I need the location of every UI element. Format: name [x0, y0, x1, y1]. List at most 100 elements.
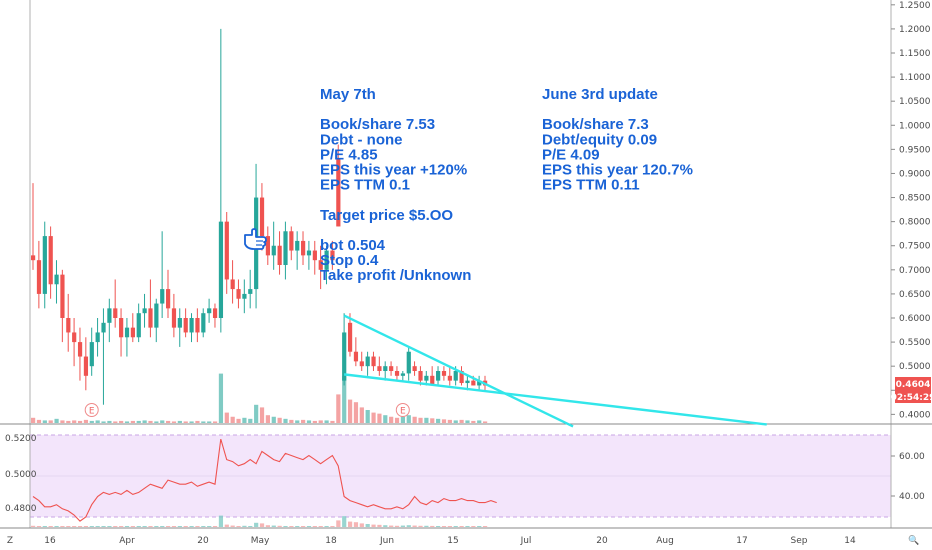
- rsi-volume-bar: [124, 526, 130, 527]
- rsi-volume-bar: [259, 523, 265, 527]
- rsi-volume-bar: [365, 524, 370, 527]
- candle: [283, 221, 288, 280]
- candle: [42, 221, 47, 309]
- rsi-right-tick-label: 60.00: [899, 452, 925, 462]
- rsi-volume-bar: [212, 526, 218, 527]
- price-tick-label: 0.4000: [899, 410, 931, 420]
- price-tick-label: 0.9000: [899, 169, 931, 179]
- price-tick-label: 0.7000: [899, 266, 931, 276]
- rsi-volume-bar: [224, 524, 229, 527]
- candle: [447, 366, 452, 386]
- volume-bar: [201, 421, 206, 423]
- volume-bar: [441, 419, 447, 423]
- candlesticks: [31, 28, 488, 405]
- volume-bar: [77, 420, 83, 423]
- rsi-volume-bar: [189, 526, 194, 527]
- price-tick-label: 0.5000: [899, 362, 931, 372]
- last-price-badge: 0.4604 02:54:29: [891, 377, 932, 403]
- volume-bar: [359, 407, 364, 423]
- volume-bar: [124, 421, 130, 423]
- time-tick-label: Jul: [520, 536, 532, 546]
- volume-bar: [265, 415, 270, 423]
- candle: [171, 293, 177, 338]
- rsi-volume-bar: [283, 526, 288, 527]
- rsi-volume-bar: [89, 526, 94, 527]
- rsi-series: [32, 438, 497, 522]
- volume-bar: [207, 421, 212, 423]
- rsi-volume-echo: [31, 515, 488, 527]
- price-tick-label: 0.6500: [899, 290, 931, 300]
- candle: [324, 245, 329, 285]
- rsi-volume-bar: [119, 526, 124, 527]
- time-tick-label: Aug: [656, 536, 674, 546]
- candle: [130, 313, 135, 343]
- price-tick-label: 1.0500: [899, 97, 931, 107]
- rsi-volume-bar: [42, 526, 47, 527]
- rsi-left-tick-label: 0.5000: [5, 470, 37, 480]
- rsi-volume-bar: [471, 526, 476, 527]
- rsi-volume-bar: [347, 521, 353, 527]
- rsi-volume-bar: [400, 525, 406, 527]
- candle: [119, 308, 124, 357]
- rsi-volume-bar: [412, 525, 417, 527]
- rsi-volume-bar: [201, 526, 206, 527]
- volume-bar: [389, 416, 394, 423]
- rsi-volume-bar: [271, 525, 276, 527]
- volume-bar: [271, 416, 276, 423]
- volume-bar: [324, 420, 329, 423]
- rsi-volume-bar: [318, 526, 323, 527]
- volume-bar: [42, 420, 47, 423]
- candle: [60, 269, 65, 343]
- volume-bar: [482, 421, 488, 423]
- volume-bar: [166, 420, 171, 423]
- candle: [95, 318, 100, 357]
- timezone-label[interactable]: Z: [7, 536, 13, 546]
- rsi-volume-bar: [236, 526, 241, 527]
- annotation-line: Target price $5.OO: [320, 207, 453, 224]
- candle: [383, 361, 388, 381]
- trendline[interactable]: [343, 373, 767, 426]
- annotation-line: EPS this year 120.7%: [542, 162, 693, 179]
- candle: [101, 308, 106, 405]
- trendline[interactable]: [343, 314, 574, 428]
- candle: [183, 308, 188, 338]
- candle: [365, 351, 370, 376]
- rsi-volume-bar: [218, 515, 224, 527]
- volume-bar: [189, 421, 194, 423]
- earnings-badge-label: E: [89, 407, 95, 417]
- rsi-volume-bar: [160, 526, 165, 527]
- volume-bar: [254, 404, 259, 423]
- candle: [107, 298, 112, 343]
- price-tick-label: 0.7500: [899, 242, 931, 252]
- volume-bar: [183, 421, 188, 423]
- candle: [394, 366, 400, 381]
- volume-bar: [107, 420, 112, 423]
- candle: [201, 308, 206, 338]
- rsi-volume-bar: [389, 525, 394, 527]
- candle: [83, 337, 89, 391]
- earnings-badge[interactable]: E: [84, 403, 99, 417]
- rsi-volume-bar: [242, 525, 247, 527]
- rsi-volume-bar: [342, 516, 347, 527]
- rsi-volume-bar: [77, 526, 83, 527]
- annotation-line: June 3rd update: [542, 86, 658, 103]
- annotation-line: EPS TTM 0.1: [320, 177, 410, 194]
- candle: [207, 298, 212, 323]
- rsi-volume-bar: [330, 526, 335, 527]
- earnings-badge[interactable]: E: [395, 403, 410, 417]
- rsi-volume-bar: [171, 526, 177, 527]
- annotation-line: P/E 4.09: [542, 146, 600, 163]
- rsi-volume-bar: [254, 522, 259, 527]
- price-tick-label: 0.8000: [899, 218, 931, 228]
- time-tick-label: 15: [447, 536, 458, 546]
- volume-bar: [412, 416, 417, 423]
- volume-bar: [347, 399, 353, 423]
- zoom-icon[interactable]: 🔍: [908, 534, 919, 546]
- volume-bar: [36, 419, 42, 423]
- candle: [271, 221, 276, 270]
- rsi-volume-bar: [83, 526, 89, 527]
- volume-bar: [465, 420, 470, 423]
- candle: [248, 269, 253, 309]
- rsi-volume-bar: [95, 526, 100, 527]
